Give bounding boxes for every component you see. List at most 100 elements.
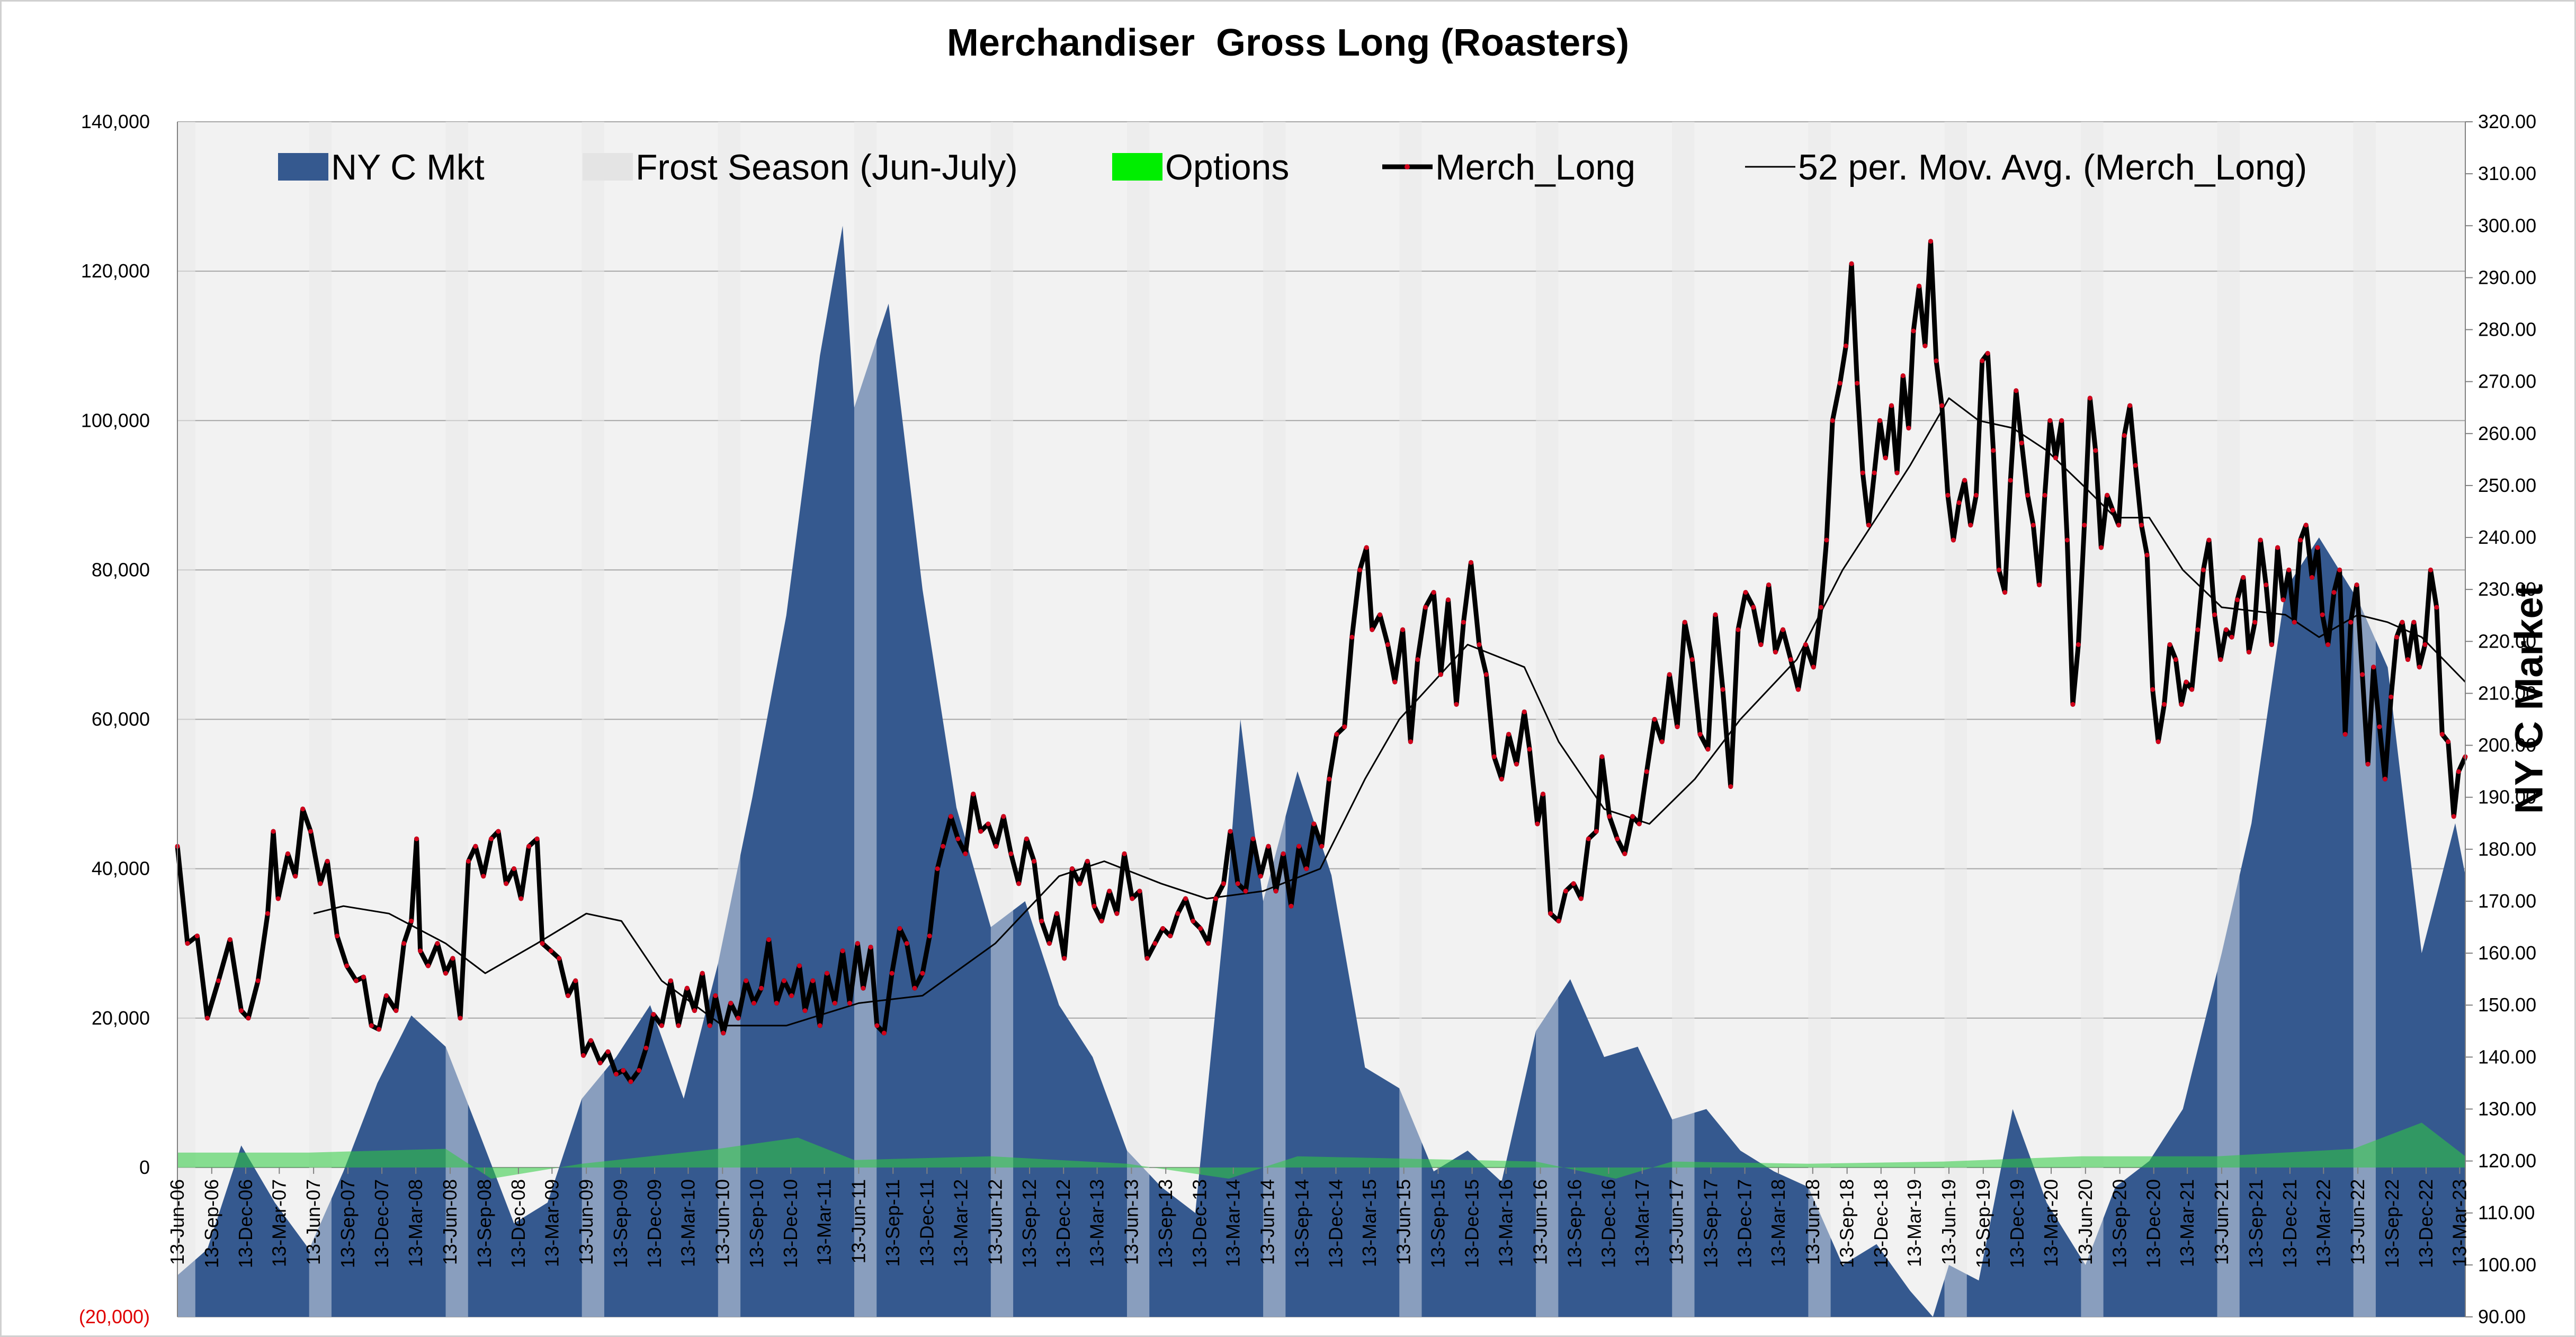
x-tick-label: 13-Sep-13	[1155, 1179, 1176, 1268]
merch-long-point	[1599, 754, 1605, 759]
merch-long-point	[1046, 941, 1052, 946]
merch-long-point	[659, 1023, 664, 1028]
x-tick-label: 13-Jun-07	[302, 1179, 324, 1265]
x-tick-label: 13-Dec-10	[780, 1179, 801, 1268]
merch-long-point	[1934, 358, 1939, 363]
merch-long-point	[1889, 403, 1894, 408]
merch-long-point	[2235, 597, 2240, 603]
merch-long-point	[1408, 739, 1413, 744]
merch-long-point	[1152, 941, 1158, 946]
merch-long-point	[1198, 926, 1203, 931]
frost-overlay	[2217, 122, 2240, 1317]
merch-long-point	[1803, 642, 1808, 647]
merch-long-point	[496, 829, 501, 834]
merch-long-point	[802, 1008, 808, 1013]
merch-long-point	[847, 1001, 852, 1006]
merch-long-point	[458, 1016, 463, 1021]
right-y-axis: 90.00 100.00 110.00 120.00 130.00 140.00 150.0…	[2465, 111, 2536, 1327]
merch-long-point	[978, 829, 983, 834]
merch-long-point	[2133, 463, 2138, 468]
merch-long-point	[927, 934, 932, 939]
ny-c-mkt-area-path	[177, 226, 2465, 1317]
left-tick-label: 0	[139, 1156, 150, 1178]
merch-long-point	[614, 1072, 619, 1076]
right-tick-label: 260.00	[2478, 423, 2536, 444]
merch-long-point	[1099, 918, 1104, 923]
merch-long-point	[1032, 859, 1036, 864]
merch-long-point	[414, 836, 419, 841]
merch-long-point	[1370, 627, 1375, 632]
merch-long-point	[1378, 612, 1383, 617]
legend-swatch	[583, 153, 633, 181]
x-tick-label: 13-Mar-15	[1358, 1179, 1380, 1267]
x-tick-label: 13-Sep-15	[1427, 1179, 1449, 1268]
right-tick-label: 100.00	[2478, 1254, 2536, 1276]
merch-long-point	[376, 1027, 381, 1032]
merch-long-point	[361, 974, 366, 980]
frost-overlay	[2081, 122, 2104, 1317]
merch-long-point	[1392, 679, 1398, 685]
merch-long-point	[1956, 500, 1962, 505]
left-tick-label: 20,000	[92, 1007, 150, 1029]
merch-long-point	[1586, 836, 1591, 841]
merch-long-point	[897, 926, 902, 931]
merch-long-point	[2122, 433, 2127, 438]
merch-long-point	[1191, 918, 1196, 923]
merch-long-point	[2093, 448, 2098, 453]
merch-long-point	[700, 971, 705, 976]
merch-long-point	[744, 978, 749, 983]
merch-long-point	[2070, 702, 2076, 707]
x-tick-label: 13-Mar-16	[1495, 1179, 1517, 1267]
merch-long-point	[1980, 358, 1985, 363]
x-tick-label: 13-Dec-22	[2415, 1179, 2437, 1268]
merch-long-point	[1877, 418, 1883, 423]
merch-long-point	[2405, 657, 2410, 662]
x-tick-label: 13-Jun-06	[166, 1179, 188, 1265]
x-tick-label: 13-Sep-18	[1836, 1179, 1858, 1268]
x-tick-label: 13-Mar-13	[1086, 1179, 1108, 1267]
merch-long-point	[2371, 665, 2376, 670]
merch-long-point	[2348, 620, 2354, 625]
merch-long-point	[1883, 455, 1888, 461]
merch-long-point	[1894, 470, 1900, 475]
legend-item: 52 per. Mov. Avg. (Merch_Long)	[1745, 147, 2307, 187]
frost-overlay	[1808, 122, 1831, 1317]
merch-long-point	[1438, 672, 1443, 677]
x-tick-label: 13-Mar-08	[405, 1179, 426, 1267]
merch-long-point	[2246, 650, 2251, 654]
merch-long-point	[2325, 642, 2331, 647]
merch-long-point	[1024, 836, 1029, 841]
x-tick-label: 13-Sep-11	[882, 1179, 904, 1267]
merch-long-point	[1423, 605, 1428, 610]
x-tick-label: 13-Sep-20	[2109, 1179, 2131, 1268]
left-tick-label: 120,000	[81, 260, 150, 282]
merch-long-point	[2229, 634, 2234, 640]
x-tick-label: 13-Dec-09	[643, 1179, 665, 1268]
merch-long-point	[443, 971, 448, 976]
right-tick-label: 240.00	[2478, 526, 2536, 548]
right-tick-label: 290.00	[2478, 266, 2536, 288]
legend-label: Merch_Long	[1435, 147, 1635, 187]
merch-long-point	[384, 993, 389, 998]
merch-long-point	[1659, 739, 1665, 744]
merch-long-point	[935, 866, 940, 872]
merch-long-point	[1758, 642, 1764, 647]
merch-long-line	[175, 239, 2468, 1084]
merch-long-point	[605, 1049, 611, 1054]
merch-long-point	[2110, 508, 2115, 513]
x-tick-label: 13-Jun-11	[847, 1179, 869, 1263]
x-tick-label: 13-Dec-17	[1734, 1179, 1756, 1268]
x-tick-label: 13-Sep-14	[1291, 1179, 1312, 1268]
merch-long-point	[2354, 582, 2359, 588]
merch-long-point	[335, 934, 339, 939]
merch-long-point	[2098, 545, 2104, 550]
merch-long-point	[275, 896, 281, 901]
x-tick-label: 13-Mar-21	[2176, 1179, 2198, 1267]
merch-long-point	[293, 874, 298, 879]
left-tick-label: 140,000	[81, 111, 150, 132]
merch-long-point	[1824, 537, 1829, 543]
right-tick-label: 280.00	[2478, 319, 2536, 340]
merch-long-point	[1122, 851, 1127, 856]
x-tick-label: 13-Mar-14	[1222, 1179, 1244, 1267]
right-tick-label: 110.00	[2478, 1202, 2535, 1224]
